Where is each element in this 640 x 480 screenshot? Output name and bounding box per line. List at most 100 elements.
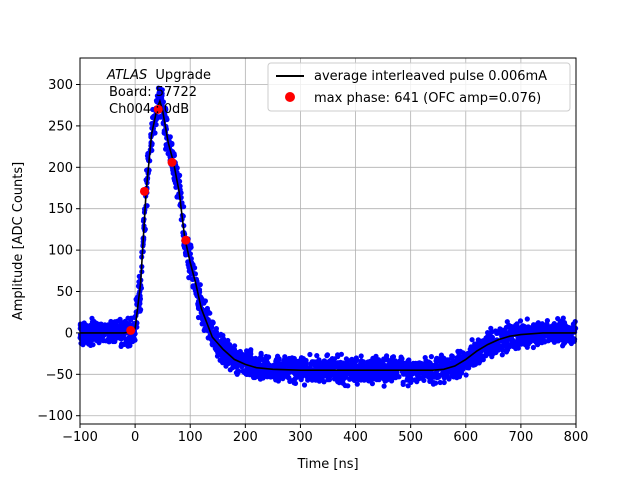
scatter-point <box>495 329 501 335</box>
scatter-point <box>82 337 88 343</box>
legend-entry-max-phase: max phase: 641 (OFC amp=0.076) <box>314 91 541 106</box>
scatter-point <box>509 337 515 343</box>
scatter-point <box>542 339 548 345</box>
x-tick-label: −100 <box>62 430 98 445</box>
scatter-point <box>466 365 472 371</box>
scatter-point <box>463 372 469 378</box>
average-pulse-line <box>80 98 576 371</box>
scatter-point <box>257 362 263 368</box>
y-tick-label: 200 <box>48 161 73 176</box>
x-tick-label: 200 <box>233 430 258 445</box>
scatter-point <box>421 377 427 383</box>
scatter-point <box>346 365 352 371</box>
scatter-point <box>488 325 494 331</box>
legend-marker-swatch <box>285 92 295 102</box>
scatter-point <box>381 383 387 389</box>
scatter-point <box>213 329 219 335</box>
plot-frame <box>79 57 577 425</box>
y-tick-label: −50 <box>46 368 73 383</box>
scatter-point <box>326 374 332 381</box>
scatter-point <box>415 360 421 366</box>
scatter-point <box>449 353 455 359</box>
scatter-point <box>324 352 331 358</box>
y-axis-label: Amplitude [ADC Counts] <box>11 162 26 320</box>
scatter-point <box>241 369 247 375</box>
scatter-point <box>473 361 479 367</box>
scatter-point <box>298 375 304 381</box>
scatter-point <box>438 362 444 368</box>
scatter-point <box>223 363 229 369</box>
scatter-point <box>227 342 233 348</box>
scatter-point <box>405 383 411 389</box>
scatter-point <box>429 372 435 378</box>
scatter-point <box>259 356 265 362</box>
scatter-point <box>490 350 497 356</box>
scatter-point <box>363 363 369 369</box>
x-tick-label: 500 <box>398 430 423 445</box>
scatter-point <box>118 336 124 342</box>
scatter-point <box>491 346 497 352</box>
scatter-point <box>315 374 321 381</box>
y-tick-label: 300 <box>48 78 73 93</box>
scatter-point <box>298 360 304 366</box>
y-tick-label: 100 <box>48 244 73 259</box>
scatter-point <box>390 374 397 380</box>
scatter-point <box>285 374 291 381</box>
scatter-point <box>425 363 431 369</box>
scatter-point <box>116 327 122 333</box>
x-tick-label: 0 <box>131 430 139 445</box>
scatter-point <box>330 369 336 376</box>
scatter-point <box>517 318 524 324</box>
scatter-point <box>379 374 385 380</box>
scatter-point <box>369 359 375 365</box>
scatter-point <box>435 356 441 363</box>
scatter-point <box>518 327 524 333</box>
svg-text:ATLAS Upgrade: ATLAS Upgrade <box>106 68 211 83</box>
scatter-point <box>404 362 410 368</box>
scatter-point <box>164 116 170 123</box>
board-label: Board: 57722 <box>109 85 197 100</box>
scatter-point <box>338 351 344 357</box>
scatter-point <box>547 334 553 340</box>
scatter-point <box>398 354 404 360</box>
scatter-point <box>392 364 398 370</box>
scatter-point <box>208 322 214 329</box>
scatter-point <box>305 377 311 383</box>
scatter-point <box>337 377 343 383</box>
scatter-point <box>301 382 308 388</box>
scatter-point <box>118 343 124 349</box>
scatter-point <box>504 343 510 349</box>
scatter-point <box>195 304 202 310</box>
scatter-point <box>90 342 96 348</box>
scatter-point <box>542 326 549 332</box>
scatter-point <box>504 319 510 325</box>
scatter-point <box>511 325 517 332</box>
scatter-point <box>530 322 537 328</box>
scatter-point <box>505 347 511 353</box>
scatter-point <box>385 370 392 376</box>
scatter-point <box>138 307 144 313</box>
scatter-point <box>343 360 349 366</box>
scatter-point <box>442 357 449 363</box>
scatter-point <box>480 357 486 363</box>
scatter-point <box>414 372 420 378</box>
scatter-point <box>361 377 367 383</box>
scatter-point <box>316 357 322 363</box>
scatter-point <box>441 369 448 375</box>
x-tick-label: 100 <box>178 430 203 445</box>
scatter-point <box>307 351 313 358</box>
scatter-point <box>437 379 443 386</box>
scatter-point <box>354 381 360 387</box>
scatter-point <box>201 327 207 333</box>
x-axis-label: Time [ns] <box>296 457 358 472</box>
scatter-point <box>367 374 373 380</box>
scatter-point <box>551 339 558 345</box>
scatter-point <box>433 380 439 386</box>
scatter-point <box>230 365 236 371</box>
y-tick-label: 250 <box>48 119 73 134</box>
scatter-point <box>80 342 86 348</box>
scatter-point <box>500 347 506 353</box>
atlas-annotation: ATLAS Upgrade Board: 57722 Ch004 : 0dB <box>106 68 211 117</box>
average-pulse-path <box>80 98 576 371</box>
